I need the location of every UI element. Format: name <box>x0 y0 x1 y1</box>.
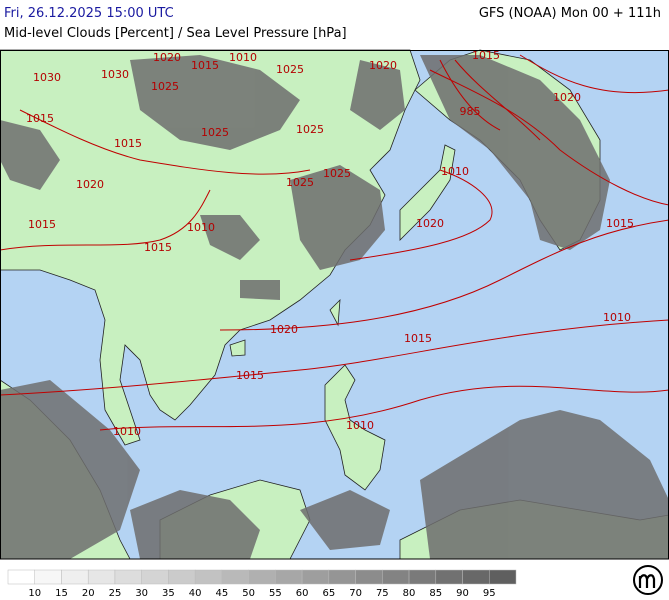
isobar-labels: 1030 1030 1020 1015 1010 1025 1020 1015 1020 985 1… <box>26 49 634 438</box>
isobar-label: 1025 <box>286 176 314 189</box>
clouds <box>0 55 669 559</box>
legend-tick-label: 10 <box>28 588 41 599</box>
legend-swatch <box>435 569 463 585</box>
legend-tick-label: 35 <box>162 588 175 599</box>
isobar-label: 1020 <box>153 51 181 64</box>
legend-swatch <box>408 569 437 585</box>
legend-swatch <box>34 569 62 585</box>
map-subtitle: Mid-level Clouds [Percent] / Sea Level P… <box>4 26 347 41</box>
isobar-label: 1015 <box>28 218 56 231</box>
legend-tick-label: 90 <box>456 588 469 599</box>
isobar-label: 1020 <box>416 217 444 230</box>
legend-tick-label: 30 <box>135 588 148 599</box>
legend-tick-label: 25 <box>109 588 122 599</box>
isobars <box>0 54 669 431</box>
legend-tick-label: 85 <box>429 588 442 599</box>
isobar-label: 1020 <box>553 91 581 104</box>
isobar-label: 1010 <box>346 419 374 432</box>
run-time: Fri, 26.12.2025 15:00 UTC <box>4 6 174 21</box>
legend-swatch <box>7 569 35 585</box>
legend-swatch <box>275 569 303 585</box>
legend-swatch <box>194 569 223 585</box>
isobar-label: 1025 <box>151 80 179 93</box>
legend-swatch <box>221 569 249 585</box>
isobar-label: 1010 <box>113 425 141 438</box>
isobar-label: 1015 <box>472 49 500 62</box>
isobar-label: 1015 <box>606 217 634 230</box>
legend-tick-label: 95 <box>483 588 496 599</box>
isobar-label: 1010 <box>441 165 469 178</box>
legend-tick-label: 55 <box>269 588 282 599</box>
isobar-label: 1025 <box>276 63 304 76</box>
isobar-label: 1030 <box>101 68 129 81</box>
isobar-label: 1010 <box>603 311 631 324</box>
legend-swatch <box>355 569 383 585</box>
model-info: GFS (NOAA) Mon 00 + 111h <box>478 6 661 21</box>
isobar-label: 1015 <box>114 137 142 150</box>
legend-swatch <box>328 569 356 585</box>
logo <box>633 565 663 595</box>
legend-tick-label: 50 <box>242 588 255 599</box>
legend-tick-label: 20 <box>82 588 95 599</box>
isobar-label: 1015 <box>236 369 264 382</box>
isobar-label: 1025 <box>296 123 324 136</box>
isobar-label: 1020 <box>76 178 104 191</box>
legend-tick-label: 70 <box>349 588 362 599</box>
legend-tick-label: 40 <box>189 588 202 599</box>
legend-tick-label: 60 <box>296 588 309 599</box>
isobar-label: 1015 <box>144 241 172 254</box>
legend-swatch <box>462 569 490 585</box>
isobar-label: 1010 <box>187 221 215 234</box>
isobar-label: 1015 <box>191 59 219 72</box>
isobar-label: 1025 <box>323 167 351 180</box>
legend-swatch <box>87 569 116 585</box>
legend-swatch <box>61 569 89 585</box>
legend-swatch <box>141 569 169 585</box>
legend-tick-label: 65 <box>322 588 335 599</box>
legend-tick-label: 80 <box>403 588 416 599</box>
isobar-label: 1020 <box>270 323 298 336</box>
legend-swatch <box>114 569 142 585</box>
legend-tick-label: 15 <box>55 588 68 599</box>
legend-swatch <box>489 569 517 585</box>
legend-swatch <box>382 569 410 585</box>
legend-swatch <box>301 569 330 585</box>
isobar-label: 1015 <box>404 332 432 345</box>
legend: 10 15 20 25 30 35 40 45 50 55 60 65 70 75 80 85 90 95 <box>7 569 517 599</box>
isobar-label: 1030 <box>33 71 61 84</box>
legend-swatch <box>248 569 276 585</box>
legend-swatch <box>168 569 196 585</box>
isobar-label: 1010 <box>229 51 257 64</box>
isobar-label: 1015 <box>26 112 54 125</box>
legend-tick-label: 75 <box>376 588 389 599</box>
isobar-label: 1020 <box>369 59 397 72</box>
legend-tick-label: 45 <box>216 588 229 599</box>
isobar-label: 1025 <box>201 126 229 139</box>
logo-glyph <box>638 574 656 588</box>
isobar-label: 985 <box>460 105 481 118</box>
